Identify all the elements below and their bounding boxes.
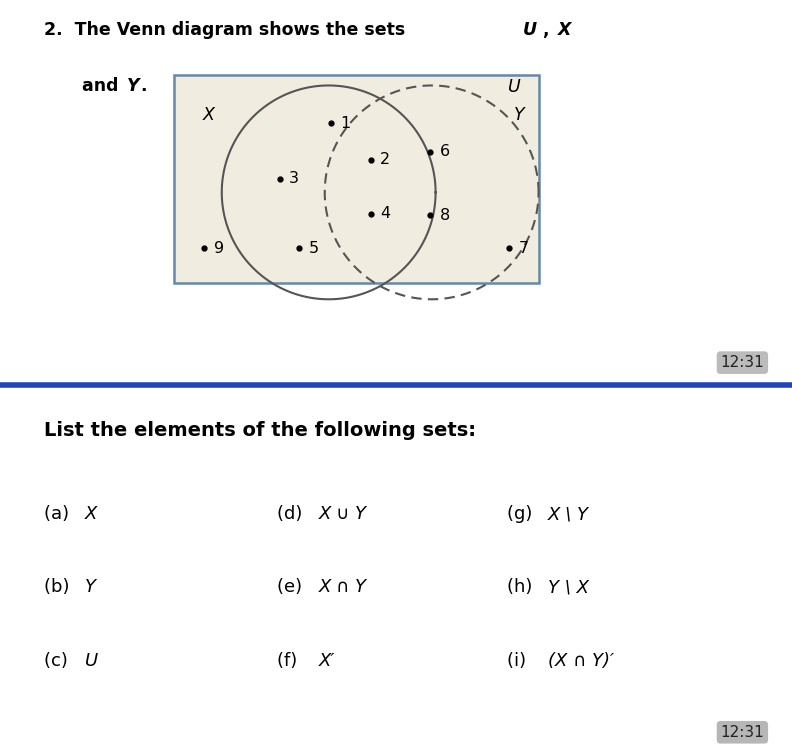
Text: 12:31: 12:31: [721, 356, 764, 370]
Text: (i): (i): [507, 652, 531, 670]
Text: 6: 6: [440, 145, 450, 160]
Text: List the elements of the following sets:: List the elements of the following sets:: [44, 422, 475, 440]
Text: 5: 5: [309, 241, 319, 256]
Text: X: X: [558, 21, 572, 39]
Text: 2: 2: [380, 152, 390, 167]
Text: X ∪ Y: X ∪ Y: [318, 506, 367, 524]
Text: (f): (f): [277, 652, 303, 670]
Text: (d): (d): [277, 506, 308, 524]
Text: X ∩ Y: X ∩ Y: [318, 578, 367, 596]
Text: (a): (a): [44, 506, 74, 524]
Text: 2.  The Venn diagram shows the sets: 2. The Venn diagram shows the sets: [44, 21, 411, 39]
Text: Y \ X: Y \ X: [548, 578, 589, 596]
Text: X \ Y: X \ Y: [548, 506, 589, 524]
Text: X: X: [85, 506, 97, 524]
Text: Y: Y: [513, 106, 524, 124]
Text: 3: 3: [289, 172, 299, 187]
Text: 8: 8: [440, 208, 450, 223]
Text: 12:31: 12:31: [721, 724, 764, 740]
Text: Y: Y: [127, 77, 139, 95]
Text: U: U: [508, 77, 521, 95]
Text: (h): (h): [507, 578, 538, 596]
Text: Y: Y: [85, 578, 96, 596]
FancyBboxPatch shape: [174, 75, 539, 283]
Text: and: and: [82, 77, 124, 95]
Text: (X ∩ Y)′: (X ∩ Y)′: [548, 652, 614, 670]
Text: (c): (c): [44, 652, 73, 670]
Text: U: U: [523, 21, 537, 39]
Text: U: U: [85, 652, 98, 670]
Text: 1: 1: [341, 116, 351, 130]
Text: (e): (e): [277, 578, 308, 596]
Text: 9: 9: [214, 241, 224, 256]
Text: X: X: [203, 106, 214, 124]
Text: 7: 7: [519, 241, 529, 256]
Text: (b): (b): [44, 578, 74, 596]
Text: .: .: [140, 77, 147, 95]
Text: (g): (g): [507, 506, 538, 524]
Text: ,: ,: [543, 21, 555, 39]
Text: 4: 4: [380, 206, 390, 221]
Text: X′: X′: [318, 652, 335, 670]
